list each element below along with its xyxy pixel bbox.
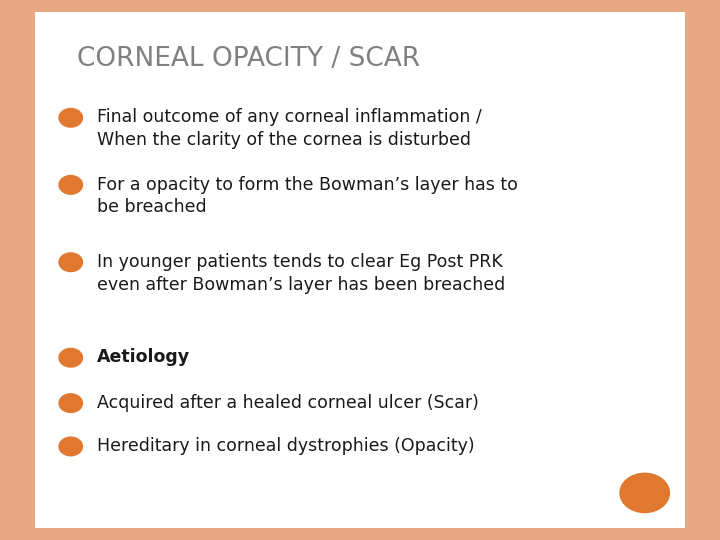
Text: Aetiology: Aetiology <box>96 348 190 367</box>
Text: CORNEAL OPACITY / SCAR: CORNEAL OPACITY / SCAR <box>77 45 420 71</box>
Text: Hereditary in corneal dystrophies (Opacity): Hereditary in corneal dystrophies (Opaci… <box>96 437 474 455</box>
Text: Acquired after a healed corneal ulcer (Scar): Acquired after a healed corneal ulcer (S… <box>96 394 479 412</box>
Text: For a opacity to form the Bowman’s layer has to
be breached: For a opacity to form the Bowman’s layer… <box>96 176 518 217</box>
Circle shape <box>59 437 83 456</box>
Circle shape <box>59 109 83 127</box>
Circle shape <box>59 348 83 367</box>
Text: In younger patients tends to clear Eg Post PRK
even after Bowman’s layer has bee: In younger patients tends to clear Eg Po… <box>96 253 505 294</box>
Circle shape <box>59 394 83 413</box>
Text: Final outcome of any corneal inflammation /
When the clarity of the cornea is di: Final outcome of any corneal inflammatio… <box>96 109 482 150</box>
Circle shape <box>59 176 83 194</box>
Circle shape <box>620 473 670 512</box>
Circle shape <box>59 253 83 272</box>
